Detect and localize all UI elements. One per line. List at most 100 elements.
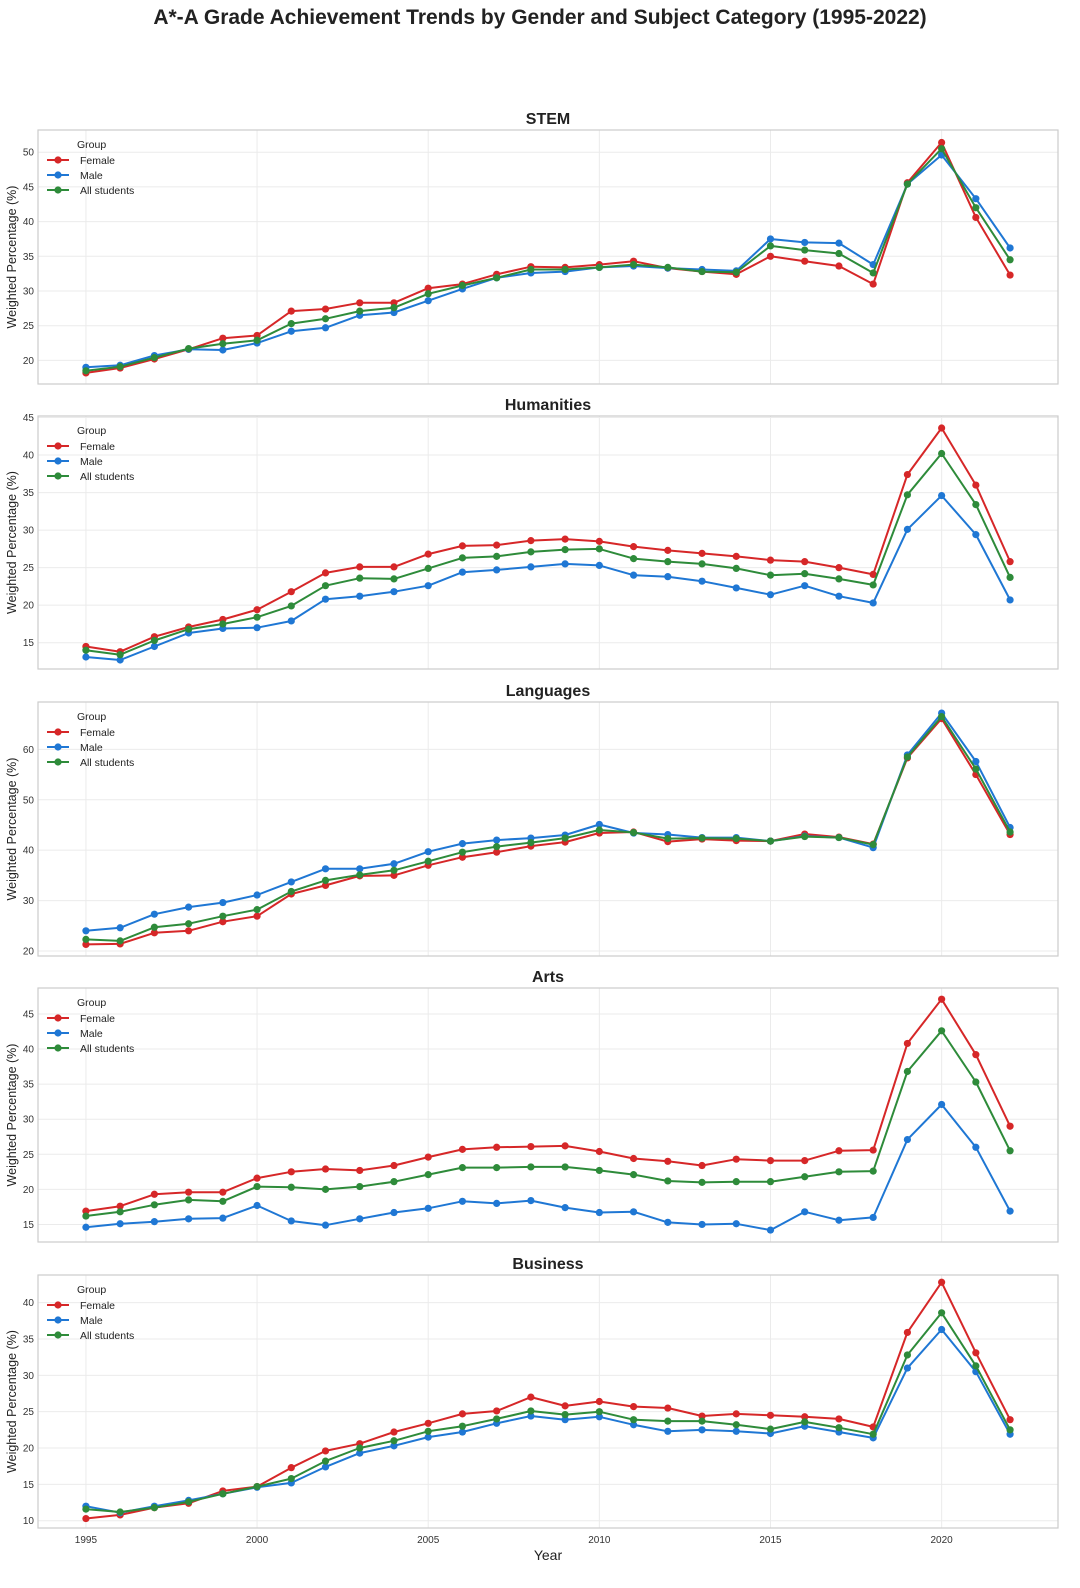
data-point-all-students <box>253 613 261 621</box>
legend-marker-female <box>54 728 62 736</box>
data-point-all-students <box>287 887 295 896</box>
data-point-female <box>253 912 261 920</box>
y-tick-label: 30 <box>23 1115 35 1126</box>
data-point-male <box>390 1208 398 1217</box>
data-point-all-students <box>219 912 227 920</box>
y-tick-label: 50 <box>23 148 35 159</box>
data-point-female <box>527 537 535 545</box>
data-point-all-students <box>287 320 295 328</box>
data-point-male <box>527 563 535 571</box>
data-point-all-students <box>219 620 227 628</box>
data-point-female <box>801 257 809 265</box>
data-point-all-students <box>766 1178 775 1186</box>
data-point-female <box>321 1165 330 1173</box>
data-point-female <box>424 550 432 558</box>
data-point-all-students <box>629 555 638 563</box>
data-point-female <box>869 280 877 288</box>
plot-frame <box>37 987 1059 1243</box>
y-tick-label: 25 <box>23 1150 35 1161</box>
data-point-all-students <box>458 554 467 562</box>
data-point-male <box>356 865 364 873</box>
legend: Group Female Male All students <box>47 139 134 197</box>
data-point-male <box>424 297 432 305</box>
legend-label-female: Female <box>80 1300 115 1312</box>
x-tick-label: 2015 <box>759 1535 782 1546</box>
data-point-all-students <box>253 906 261 914</box>
data-point-male <box>390 860 398 868</box>
data-point-all-students <box>424 1427 432 1435</box>
data-point-all-students <box>390 575 398 583</box>
data-point-all-students <box>390 866 398 874</box>
data-point-female <box>561 1142 569 1150</box>
data-point-female <box>219 334 227 342</box>
data-point-female <box>527 1393 535 1401</box>
data-point-all-students <box>185 920 193 928</box>
data-point-all-students <box>595 1166 603 1175</box>
data-point-female <box>185 1188 193 1196</box>
data-point-male <box>664 1218 672 1226</box>
data-point-male <box>938 491 946 500</box>
y-tick-label: 30 <box>23 1371 35 1382</box>
data-point-all-students <box>493 1415 501 1423</box>
legend-marker-all-students <box>54 472 62 480</box>
data-point-female <box>493 1143 501 1151</box>
legend: Group Female Male All students <box>47 711 134 769</box>
y-tick-label: 25 <box>23 1407 35 1418</box>
chart-title: A*-A Grade Achievement Trends by Gender … <box>153 6 927 29</box>
data-point-male <box>972 531 980 539</box>
data-point-male <box>698 1220 706 1229</box>
data-point-female <box>835 1147 843 1155</box>
data-point-female <box>493 848 501 856</box>
data-point-male <box>1006 596 1014 604</box>
data-point-female <box>903 470 911 479</box>
data-point-all-students <box>972 204 980 212</box>
data-point-all-students <box>82 367 90 375</box>
plot-frame <box>37 129 1059 385</box>
data-point-female <box>835 564 843 572</box>
data-point-all-students <box>116 651 124 659</box>
series-line-all-students <box>85 1029 1011 1217</box>
data-point-male <box>82 653 90 661</box>
data-point-female <box>664 546 672 554</box>
data-point-all-students <box>287 1183 295 1191</box>
y-tick-label: 40 <box>23 846 35 857</box>
data-point-male <box>219 898 227 907</box>
data-point-female <box>82 1514 90 1523</box>
data-point-female <box>390 1428 398 1436</box>
data-point-all-students <box>390 1437 398 1445</box>
data-point-female <box>801 1413 809 1421</box>
data-point-male <box>698 577 706 585</box>
data-point-female <box>972 481 980 489</box>
legend-marker-all-students <box>54 186 62 194</box>
legend-label-male: Male <box>80 456 103 468</box>
data-point-all-students <box>766 571 775 579</box>
data-point-all-students <box>82 1212 90 1220</box>
data-point-all-students <box>732 268 740 276</box>
data-point-female <box>527 1142 535 1151</box>
data-point-female <box>629 543 638 551</box>
x-tick-label: 2005 <box>417 1535 440 1546</box>
data-point-male <box>732 584 740 592</box>
legend-title: Group <box>77 997 106 1009</box>
data-point-male <box>150 910 158 918</box>
data-point-all-students <box>424 857 432 865</box>
data-point-all-students <box>185 345 193 353</box>
panel-title: STEM <box>526 111 570 128</box>
data-point-female <box>698 1412 706 1420</box>
data-point-all-students <box>938 713 946 721</box>
data-point-male <box>595 1413 603 1421</box>
data-point-all-students <box>835 575 843 583</box>
data-point-female <box>424 1153 432 1161</box>
data-point-female <box>938 1278 946 1286</box>
series-line-all-students <box>85 452 1012 656</box>
data-point-female <box>219 1188 227 1196</box>
data-point-all-students <box>869 269 877 277</box>
data-point-all-students <box>321 315 330 323</box>
data-point-female <box>595 1397 603 1406</box>
data-point-male <box>321 595 330 603</box>
data-point-all-students <box>903 180 911 188</box>
data-point-female <box>321 305 330 313</box>
data-point-all-students <box>972 1078 980 1086</box>
y-tick-label: 40 <box>23 217 35 228</box>
data-point-female <box>561 535 569 543</box>
